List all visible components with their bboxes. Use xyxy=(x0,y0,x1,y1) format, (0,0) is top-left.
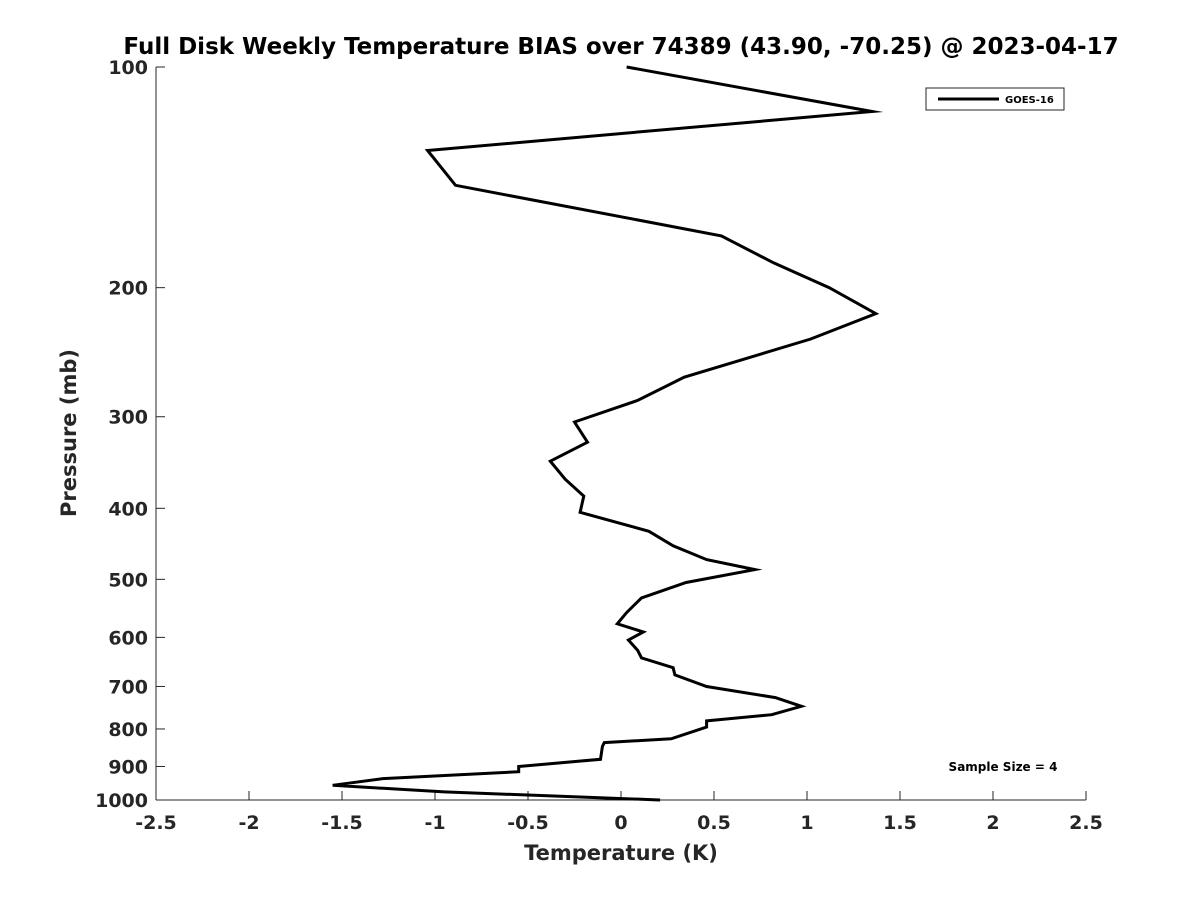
x-axis-ticks: -2.5 -2 -1.5 -1 -0.5 0 0.5 1 1.5 2 2.5 xyxy=(135,791,1103,834)
legend-label-goes-16: GOES-16 xyxy=(1005,95,1054,106)
chart-title: Full Disk Weekly Temperature BIAS over 7… xyxy=(123,34,1118,60)
sample-size-annotation: Sample Size = 4 xyxy=(949,760,1058,774)
y-tick-label: 400 xyxy=(108,498,148,520)
x-tick-label: -2 xyxy=(238,812,259,834)
x-tick-label: 0.5 xyxy=(697,812,731,834)
y-tick-label: 800 xyxy=(108,719,148,741)
x-tick-label: -1.5 xyxy=(321,812,363,834)
y-axis-ticks: 100 200 300 400 500 600 700 800 900 1000 xyxy=(95,57,165,812)
x-axis-label: Temperature (K) xyxy=(524,841,718,865)
x-tick-label: -0.5 xyxy=(507,812,549,834)
y-tick-label: 200 xyxy=(108,278,148,300)
y-tick-label: 100 xyxy=(108,57,148,79)
y-tick-label: 900 xyxy=(108,756,148,778)
x-tick-label: 1.5 xyxy=(883,812,917,834)
plot-axes xyxy=(155,67,1086,801)
x-tick-label: 1 xyxy=(800,812,813,834)
y-axis-label: Pressure (mb) xyxy=(57,349,81,517)
y-tick-label: 500 xyxy=(108,569,148,591)
series-line-goes-16 xyxy=(332,65,884,802)
y-tick-label: 300 xyxy=(108,407,148,429)
y-tick-label: 700 xyxy=(108,676,148,698)
x-tick-label: -2.5 xyxy=(135,812,177,834)
legend: GOES-16 xyxy=(925,87,1065,111)
x-tick-label: 2.5 xyxy=(1069,812,1103,834)
x-tick-label: -1 xyxy=(424,812,445,834)
y-tick-label: 1000 xyxy=(95,790,148,812)
series-layer xyxy=(332,65,884,802)
x-tick-label: 2 xyxy=(986,812,999,834)
x-tick-label: 0 xyxy=(614,812,627,834)
y-tick-label: 600 xyxy=(108,627,148,649)
